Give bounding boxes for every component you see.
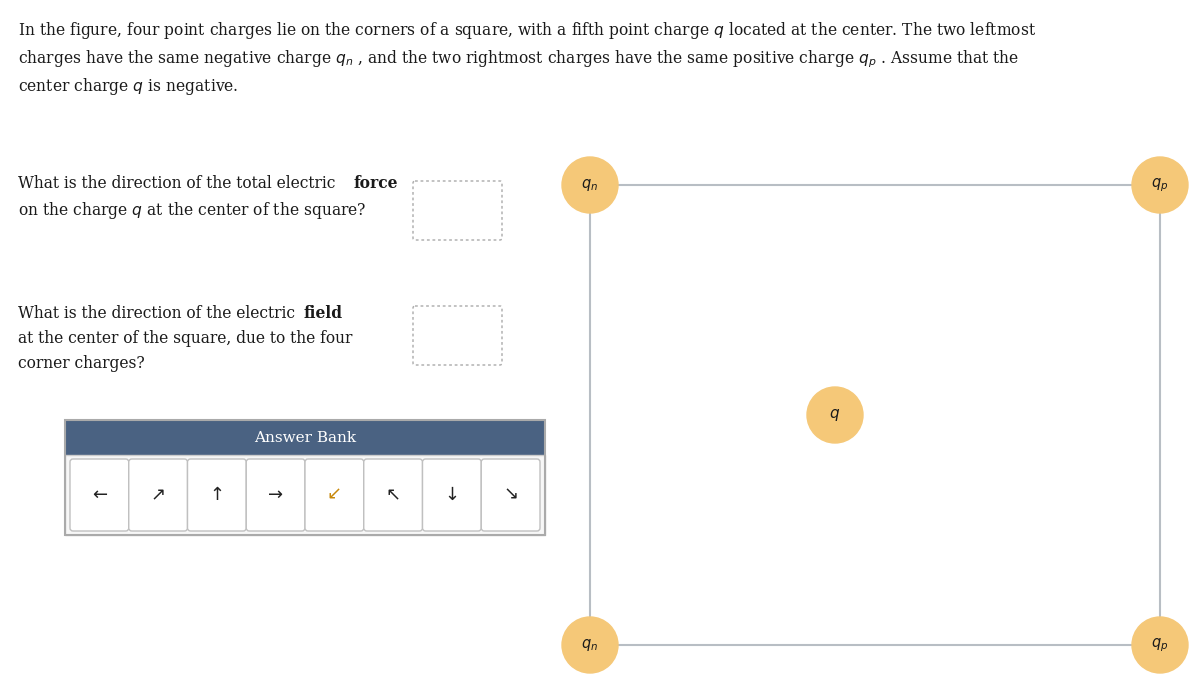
FancyBboxPatch shape (481, 459, 540, 531)
Text: $q_p$: $q_p$ (1151, 636, 1169, 654)
FancyBboxPatch shape (364, 459, 422, 531)
Text: →: → (268, 486, 283, 504)
FancyBboxPatch shape (70, 459, 128, 531)
Text: $q_p$: $q_p$ (1151, 176, 1169, 194)
Text: charges have the same negative charge $q_n$ , and the two rightmost charges have: charges have the same negative charge $q… (18, 48, 1019, 70)
FancyBboxPatch shape (413, 181, 502, 240)
FancyBboxPatch shape (65, 455, 545, 535)
Text: center charge $q$ is negative.: center charge $q$ is negative. (18, 76, 239, 97)
Text: In the figure, four point charges lie on the corners of a square, with a fifth p: In the figure, four point charges lie on… (18, 20, 1036, 41)
Circle shape (808, 387, 863, 443)
Text: ↑: ↑ (209, 486, 224, 504)
Text: $q$: $q$ (829, 407, 840, 423)
Circle shape (1132, 617, 1188, 673)
Text: ↗: ↗ (150, 486, 166, 504)
FancyBboxPatch shape (128, 459, 187, 531)
Text: corner charges?: corner charges? (18, 355, 145, 372)
Text: ←: ← (92, 486, 107, 504)
Circle shape (1132, 157, 1188, 213)
FancyBboxPatch shape (65, 420, 545, 455)
FancyBboxPatch shape (422, 459, 481, 531)
Text: field: field (304, 305, 343, 322)
Text: Answer Bank: Answer Bank (254, 431, 356, 444)
FancyBboxPatch shape (305, 459, 364, 531)
Text: What is the direction of the electric: What is the direction of the electric (18, 305, 300, 322)
FancyBboxPatch shape (413, 306, 502, 365)
FancyBboxPatch shape (246, 459, 305, 531)
Text: ↖: ↖ (385, 486, 401, 504)
Text: at the center of the square, due to the four: at the center of the square, due to the … (18, 330, 353, 347)
FancyBboxPatch shape (187, 459, 246, 531)
Text: $q_n$: $q_n$ (582, 637, 599, 653)
Text: force: force (353, 175, 397, 192)
Text: What is the direction of the total electric: What is the direction of the total elect… (18, 175, 341, 192)
Text: $q_n$: $q_n$ (582, 177, 599, 193)
Text: ↘: ↘ (503, 486, 518, 504)
Circle shape (562, 617, 618, 673)
Text: ↙: ↙ (326, 486, 342, 504)
Text: ↓: ↓ (444, 486, 460, 504)
Text: on the charge $q$ at the center of the square?: on the charge $q$ at the center of the s… (18, 200, 366, 221)
Circle shape (562, 157, 618, 213)
